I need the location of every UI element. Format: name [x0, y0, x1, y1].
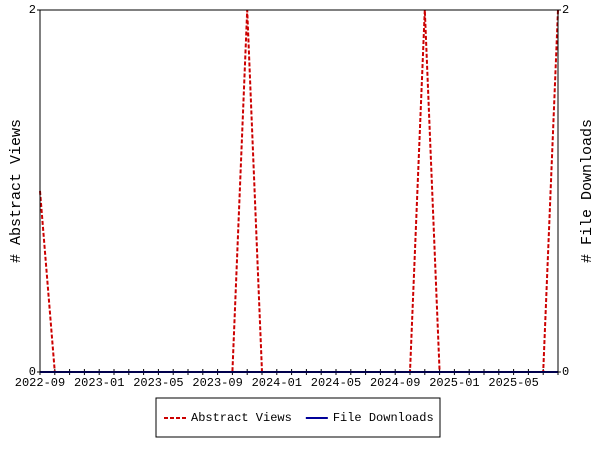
- legend-box: [155, 397, 441, 438]
- x-tick-label: 2023-09: [192, 376, 242, 390]
- plot-frame: [39, 9, 559, 373]
- x-tick-label: 2024-05: [311, 376, 361, 390]
- x-tick-label: 2023-01: [74, 376, 124, 390]
- x-tick-label: 2024-09: [370, 376, 420, 390]
- y-tick-label: 2: [29, 3, 36, 17]
- x-tick-label: 2022-09: [15, 376, 65, 390]
- y-tick-label: 0: [29, 365, 36, 379]
- x-tick-label: 2025-05: [488, 376, 538, 390]
- legend-label: Abstract Views: [191, 411, 292, 425]
- y-axis-label: # Abstract Views: [8, 119, 25, 263]
- legend-label: File Downloads: [333, 411, 434, 425]
- y2-axis-label: # File Downloads: [579, 119, 596, 263]
- x-tick-label: 2023-05: [133, 376, 183, 390]
- x-tick-label: 2025-01: [429, 376, 479, 390]
- y2-tick-label: 2: [562, 3, 569, 17]
- y2-tick-label: 0: [562, 365, 569, 379]
- x-tick-label: 2024-01: [252, 376, 302, 390]
